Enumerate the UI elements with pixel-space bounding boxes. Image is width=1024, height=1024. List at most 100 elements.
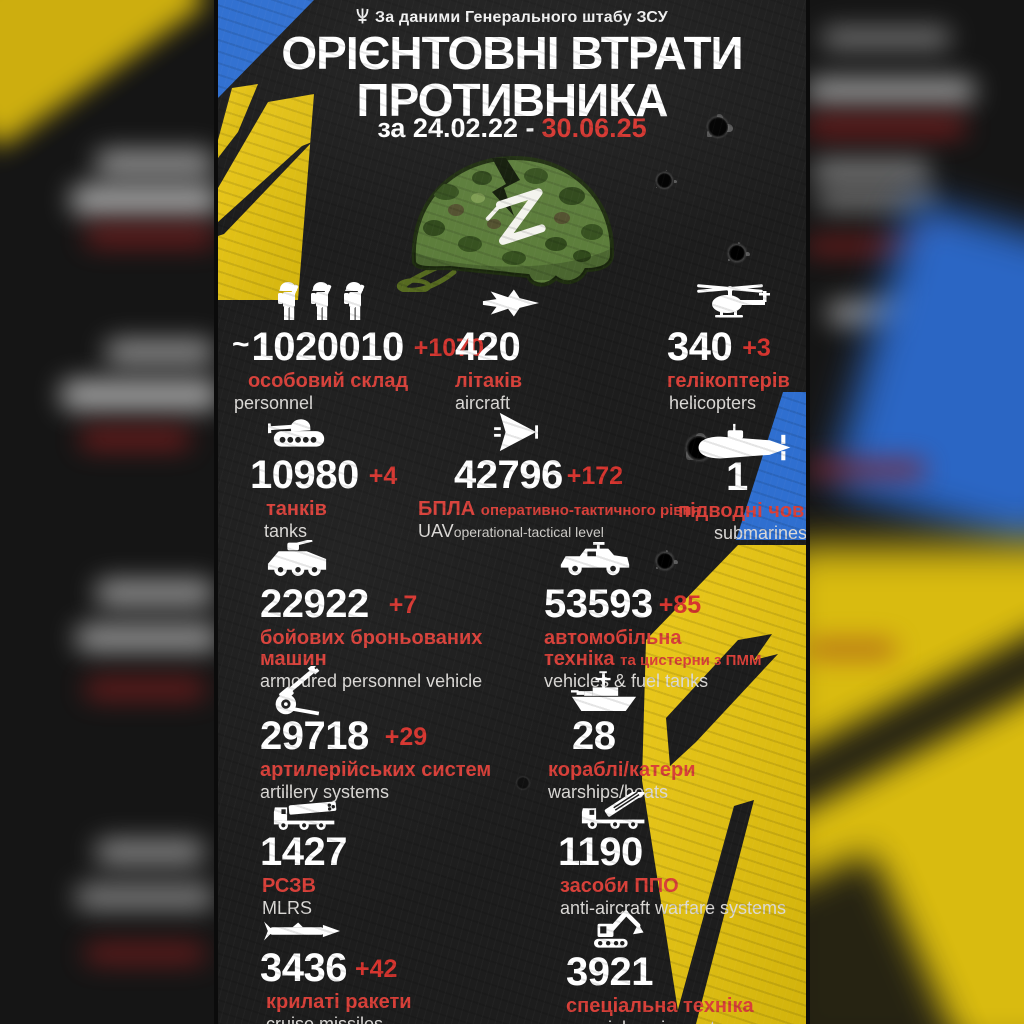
military-truck-icon: [558, 542, 632, 585]
stat-label-ua: артилерійських систем: [260, 759, 492, 781]
blue-wedge-top-left: [218, 0, 314, 98]
stat-value: 1020010: [251, 325, 405, 369]
stat-label-ua: автомобільна техніка та цистерни з ПММ: [544, 627, 762, 670]
stat-label-en: MLRS: [262, 898, 313, 918]
stat-label-en: UAVoperational-tactical level: [418, 521, 604, 541]
source-text: За даними Генерального штабу ЗСУ: [375, 9, 668, 26]
stat-delta: +172: [566, 462, 624, 490]
excavator-icon: [588, 906, 646, 957]
stat-value: 420: [455, 325, 521, 369]
howitzer-icon: [264, 663, 330, 723]
cruise-missile-icon: [264, 918, 340, 949]
stat-delta: +85: [658, 591, 702, 619]
bullet-hole: [722, 238, 752, 268]
stat-value: 29718: [260, 714, 369, 758]
bullet-hole: [701, 110, 735, 144]
stat-label-en: submarines: [714, 523, 806, 543]
stat-value: 340: [667, 325, 733, 369]
stat-label-ua: засоби ППО: [560, 875, 679, 897]
stat-value: 3921: [566, 950, 653, 994]
stat-label-en: vehicles & fuel tanks: [544, 671, 709, 691]
poster: За даними Генерального штабу ЗСУ ОРІЄНТО…: [218, 0, 806, 1024]
stat-label-ua: танків: [266, 498, 327, 520]
stat-label-ua: літаків: [455, 370, 523, 392]
stat-label-ua: гелікоптерів: [667, 370, 790, 392]
armoured-vehicle-icon: [266, 538, 330, 587]
blur-yellow-streak: [0, 0, 210, 152]
submarine-icon: [694, 423, 794, 468]
stat-value: 53593: [544, 582, 653, 626]
stat-cruise-missiles: 3436 +42 крилаті ракети cruise missiles: [258, 906, 488, 1024]
mlrs-truck-icon: [272, 796, 340, 837]
stat-value: 10980: [250, 453, 359, 497]
stat-personnel: ~1020010 +1070 особовий склад personnel: [232, 281, 484, 414]
stat-label-en: personnel: [234, 393, 314, 413]
poster-title: ОРІЄНТОВНІ ВТРАТИ ПРОТИВНИКА: [218, 30, 806, 124]
report-period: за 24.02.22 -30.06.25: [218, 113, 806, 144]
stat-delta: +29: [384, 723, 428, 751]
stat-label-ua: кораблі/катери: [548, 759, 696, 781]
stat-delta: +3: [742, 334, 771, 362]
title-line2: ПРОТИВНИКА: [356, 73, 669, 126]
stat-mlrs: 1427 РСЗВ MLRS: [258, 792, 468, 919]
yellow-bolt-left: [218, 94, 314, 300]
bullet-hole: [512, 772, 534, 794]
cracked-helmet-illustration: [396, 155, 615, 292]
stat-label-en: armoured personnel vehicle: [260, 671, 483, 691]
stat-label-ua: особовий склад: [248, 370, 409, 392]
bullet-hole: [651, 167, 678, 194]
soldiers-icon: [276, 281, 372, 330]
stat-label-en: artillery systems: [260, 782, 390, 802]
stat-submarines: 1 підводні човни submarines: [670, 411, 806, 544]
stat-delta: +4: [368, 462, 398, 490]
stat-aircraft: 420 літаків aircraft: [455, 281, 645, 414]
stat-label-en: aircraft: [455, 393, 511, 413]
stat-tanks: 10980 +4 танків tanks: [248, 411, 438, 542]
stat-label-en: tanks: [264, 521, 308, 541]
period-from: за 24.02.22 -: [377, 113, 535, 143]
blurred-background-left: [0, 0, 218, 1024]
stat-armoured-vehicles: 22922 +7 бойових броньованих машин armour…: [258, 538, 508, 692]
flag-decor-shapes: [218, 0, 806, 1024]
bullet-hole: [650, 546, 680, 576]
stat-delta: +42: [354, 955, 398, 983]
aa-launcher-icon: [580, 787, 652, 837]
stat-value: 1: [726, 455, 748, 499]
stat-helicopters: 340 +3 гелікоптерів helicopters: [667, 281, 806, 414]
stat-label-ua: підводні човни: [678, 500, 806, 522]
helicopter-icon: [695, 281, 773, 330]
stat-artillery: 29718 +29 артилерійських систем artillery…: [258, 663, 518, 803]
stat-value: 1190: [558, 830, 643, 874]
period-to: 30.06.25: [541, 113, 647, 143]
stat-value: 28: [572, 714, 616, 758]
stat-label-en: helicopters: [669, 393, 757, 413]
warship-icon: [570, 670, 638, 721]
stat-warships: 28 кораблі/катери warships/boats: [548, 666, 788, 803]
stat-delta: +7: [388, 591, 418, 619]
title-line1: ОРІЄНТОВНІ ВТРАТИ: [281, 27, 743, 79]
stat-label-en: cruise missiles: [266, 1014, 384, 1024]
poster-content: За даними Генерального штабу ЗСУ ОРІЄНТО…: [218, 0, 806, 1024]
blue-wedge-right: [736, 392, 806, 540]
fighter-jet-icon: [481, 283, 539, 328]
source-note: За даними Генерального штабу ЗСУ: [218, 8, 806, 27]
stat-value: 42796: [454, 453, 563, 497]
stat-value: 1427: [260, 830, 347, 874]
helmet-z-marking: [485, 188, 546, 245]
stat-label-en: special equipment: [570, 1018, 804, 1024]
stat-delta: +1070: [413, 334, 484, 362]
stat-value: 3436: [260, 946, 347, 990]
stat-special-equipment: 3921 спеціальна техніка special equipmen…: [564, 906, 804, 1024]
helmet-crack: [492, 158, 520, 216]
trident-icon: [356, 8, 369, 24]
stat-label-ua: бойових броньованих машин: [260, 627, 483, 670]
stat-label-en: anti-aircraft warfare systems: [560, 898, 787, 918]
stat-value: 22922: [260, 582, 369, 626]
drone-icon: [494, 411, 540, 458]
tank-icon: [267, 413, 330, 458]
stat-anti-aircraft: 1190 засоби ППО anti-aircraft warfare sy…: [558, 787, 806, 919]
stat-label-ua: спеціальна техніка: [566, 995, 754, 1017]
stat-vehicles-fuel: 53593 +85 автомобільна техніка та цистерн…: [544, 538, 806, 692]
stat-uav: 42796 +172 БПЛА оперативно-тактичного рів…: [418, 411, 700, 542]
